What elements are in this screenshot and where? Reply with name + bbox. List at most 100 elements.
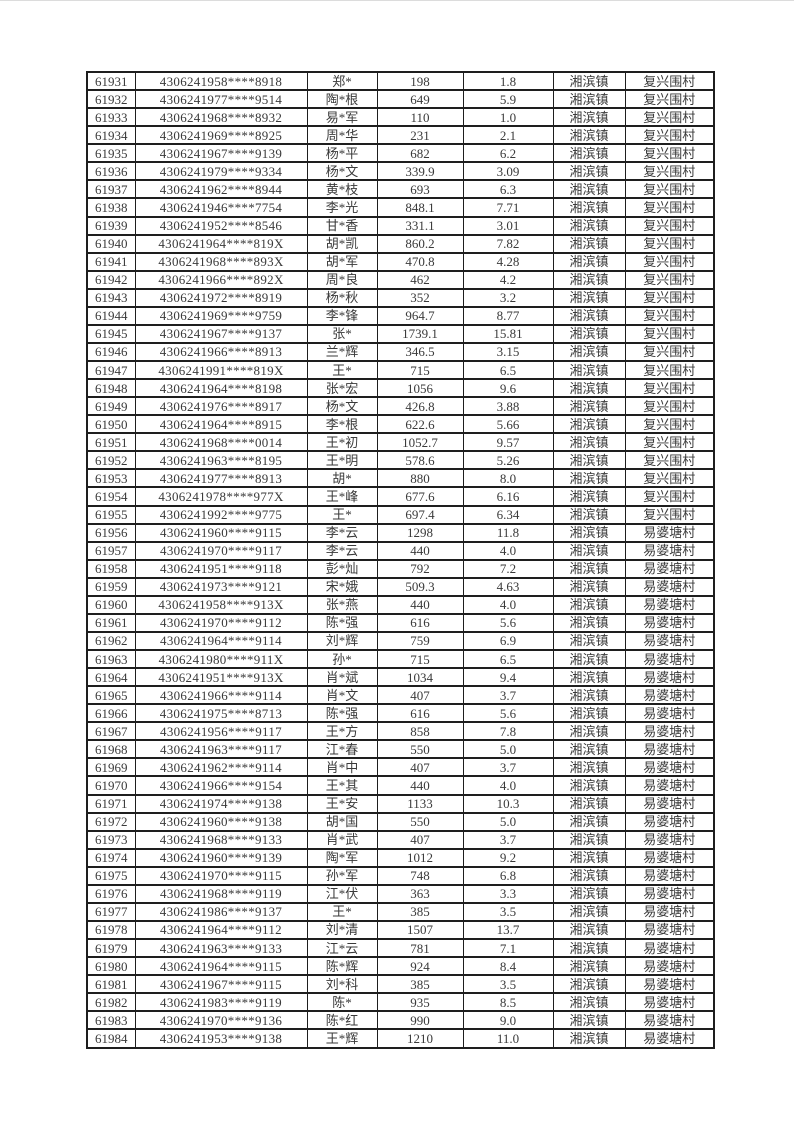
cell-amount: 697.4 <box>376 504 464 525</box>
cell-person-name: 胡*凯 <box>306 233 378 254</box>
cell-amount: 198 <box>376 70 464 92</box>
cell-id-number: 4306241991****819X <box>134 359 308 381</box>
cell-id-number: 4306241958****913X <box>134 594 308 615</box>
cell-amount: 407 <box>376 829 464 850</box>
cell-id-number: 4306241968****893X <box>134 251 308 272</box>
cell-person-name: 王*辉 <box>306 1028 378 1049</box>
cell-amount: 935 <box>376 992 464 1013</box>
cell-town: 湘滨镇 <box>552 667 626 688</box>
cell-town: 湘滨镇 <box>552 359 626 381</box>
cell-person-name: 甘*香 <box>306 215 378 236</box>
cell-serial-number: 61936 <box>86 161 136 182</box>
cell-serial-number: 61932 <box>86 89 136 110</box>
cell-area: 9.0 <box>462 1010 554 1031</box>
cell-area: 7.71 <box>462 197 554 218</box>
cell-town: 湘滨镇 <box>552 775 626 796</box>
cell-town: 湘滨镇 <box>552 703 626 724</box>
cell-amount: 616 <box>376 703 464 724</box>
cell-person-name: 杨*文 <box>306 396 378 417</box>
cell-amount: 715 <box>376 648 464 670</box>
cell-area: 3.2 <box>462 287 554 308</box>
cell-area: 7.82 <box>462 233 554 254</box>
cell-id-number: 4306241968****9119 <box>134 883 308 904</box>
cell-person-name: 孙*军 <box>306 865 378 886</box>
cell-village: 易婆塘村 <box>624 721 715 742</box>
cell-town: 湘滨镇 <box>552 287 626 308</box>
cell-id-number: 4306241962****8944 <box>134 179 308 200</box>
cell-id-number: 4306241958****8918 <box>134 70 308 92</box>
cell-town: 湘滨镇 <box>552 432 626 453</box>
cell-amount: 440 <box>376 540 464 561</box>
cell-person-name: 王*方 <box>306 721 378 742</box>
cell-village: 易婆塘村 <box>624 594 715 615</box>
cell-person-name: 肖*武 <box>306 829 378 850</box>
cell-id-number: 4306241970****9112 <box>134 612 308 633</box>
cell-village: 复兴围村 <box>624 305 715 326</box>
cell-area: 4.0 <box>462 540 554 561</box>
cell-amount: 860.2 <box>376 233 464 254</box>
cell-person-name: 周*良 <box>306 269 378 290</box>
table-row: 61981 4306241967****9115 刘*科 385 3.5 湘滨镇 易婆塘村 <box>86 974 715 995</box>
cell-person-name: 张* <box>306 323 378 344</box>
cell-serial-number: 61970 <box>86 775 136 796</box>
table-row: 61957 4306241970****9117 李*云 440 4.0 湘滨镇 易婆塘村 <box>86 540 715 561</box>
table-row: 61969 4306241962****9114 肖*中 407 3.7 湘滨镇 易婆塘村 <box>86 757 715 778</box>
cell-village: 易婆塘村 <box>624 757 715 778</box>
cell-amount: 470.8 <box>376 251 464 272</box>
cell-amount: 1507 <box>376 919 464 941</box>
table-row: 61982 4306241983****9119 陈* 935 8.5 湘滨镇 易婆塘村 <box>86 992 715 1013</box>
cell-serial-number: 61956 <box>86 522 136 543</box>
cell-serial-number: 61965 <box>86 685 136 706</box>
cell-town: 湘滨镇 <box>552 215 626 236</box>
cell-area: 4.28 <box>462 251 554 272</box>
cell-village: 易婆塘村 <box>624 901 715 922</box>
cell-serial-number: 61947 <box>86 359 136 381</box>
cell-area: 3.5 <box>462 901 554 922</box>
cell-serial-number: 61951 <box>86 432 136 453</box>
cell-id-number: 4306241974****9138 <box>134 793 308 814</box>
cell-village: 复兴围村 <box>624 432 715 453</box>
cell-village: 复兴围村 <box>624 125 715 146</box>
cell-serial-number: 61943 <box>86 287 136 308</box>
cell-area: 4.0 <box>462 594 554 615</box>
table-row: 61947 4306241991****819X 王* 715 6.5 湘滨镇 复兴围村 <box>86 359 715 381</box>
cell-amount: 1034 <box>376 667 464 688</box>
cell-area: 1.0 <box>462 107 554 128</box>
cell-id-number: 4306241968****9133 <box>134 829 308 850</box>
cell-person-name: 王* <box>306 504 378 525</box>
cell-serial-number: 61979 <box>86 937 136 959</box>
table-row: 61971 4306241974****9138 王*安 1133 10.3 湘滨镇 易婆塘… <box>86 793 715 814</box>
cell-person-name: 张*燕 <box>306 594 378 615</box>
cell-village: 易婆塘村 <box>624 847 715 868</box>
cell-village: 易婆塘村 <box>624 883 715 904</box>
cell-person-name: 李*云 <box>306 522 378 543</box>
cell-area: 5.6 <box>462 612 554 633</box>
cell-town: 湘滨镇 <box>552 992 626 1013</box>
cell-area: 3.15 <box>462 341 554 363</box>
cell-serial-number: 61931 <box>86 70 136 92</box>
cell-amount: 462 <box>376 269 464 290</box>
cell-id-number: 4306241973****9121 <box>134 576 308 597</box>
table-row: 61962 4306241964****9114 刘*辉 759 6.9 湘滨镇 易婆塘村 <box>86 630 715 652</box>
cell-town: 湘滨镇 <box>552 378 626 399</box>
cell-area: 8.0 <box>462 468 554 489</box>
cell-village: 复兴围村 <box>624 341 715 363</box>
cell-serial-number: 61937 <box>86 179 136 200</box>
cell-amount: 880 <box>376 468 464 489</box>
table-row: 61983 4306241970****9136 陈*红 990 9.0 湘滨镇 易婆塘村 <box>86 1010 715 1031</box>
cell-id-number: 4306241969****9759 <box>134 305 308 326</box>
cell-amount: 677.6 <box>376 486 464 507</box>
cell-id-number: 4306241966****892X <box>134 269 308 290</box>
cell-amount: 352 <box>376 287 464 308</box>
table-row: 61945 4306241967****9137 张* 1739.1 15.81 湘滨镇复… <box>86 323 715 344</box>
table-row: 61979 4306241963****9133 江*云 781 7.1 湘滨镇 易婆塘村 <box>86 937 715 959</box>
cell-area: 3.3 <box>462 883 554 904</box>
cell-town: 湘滨镇 <box>552 594 626 615</box>
cell-serial-number: 61968 <box>86 739 136 760</box>
cell-serial-number: 61972 <box>86 811 136 832</box>
cell-id-number: 4306241975****8713 <box>134 703 308 724</box>
cell-town: 湘滨镇 <box>552 468 626 489</box>
cell-person-name: 王* <box>306 901 378 922</box>
cell-serial-number: 61974 <box>86 847 136 868</box>
cell-town: 湘滨镇 <box>552 901 626 922</box>
